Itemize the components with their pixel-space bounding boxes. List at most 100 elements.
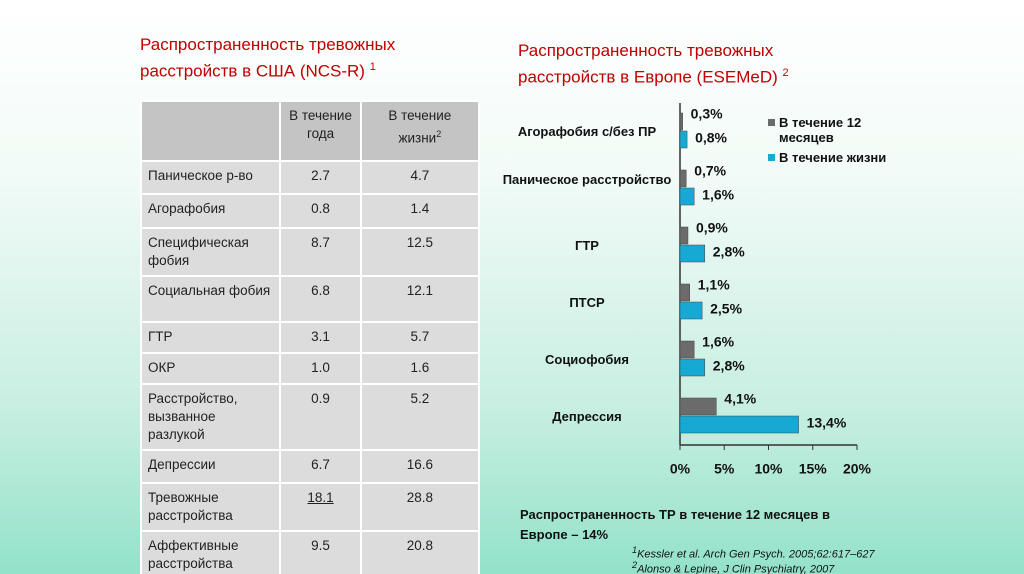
x-tick-label: 10%	[754, 461, 783, 477]
table-row: Специфическая фобия 8.7 12.5	[139, 227, 481, 277]
number-cell: 1.0	[279, 352, 362, 385]
bar	[679, 415, 799, 434]
number-cell: 6.8	[279, 275, 362, 323]
table-header-row: В течение года В течение жизни2	[139, 100, 481, 162]
value-label: 1,6%	[702, 187, 734, 203]
cell-text: ОКР	[148, 360, 176, 375]
footnote: 1Kessler et al. Arch Gen Psych. 2005;62:…	[632, 545, 875, 561]
prevalence-table: В течение года В течение жизни2 Паническое…	[139, 100, 481, 574]
number-cell: 0.8	[279, 193, 362, 229]
value-label: 2,8%	[713, 244, 745, 260]
value-label: 2,8%	[713, 358, 745, 374]
category-label: ГТР	[575, 237, 599, 253]
value-label: 13,4%	[807, 415, 847, 431]
table-row: Агорафобия 0.8 1.4	[139, 193, 481, 229]
cell-text: 9.5	[311, 538, 330, 553]
left-title-sup: 1	[369, 61, 376, 73]
table-row: Тревожные расстройства 18.1 28.8	[139, 482, 481, 532]
table-row: Депрессии 6.7 16.6	[139, 449, 481, 484]
value-label: 0,3%	[691, 106, 723, 122]
bar	[679, 112, 683, 131]
cell-text: 8.7	[311, 235, 330, 250]
x-tick-label: 15%	[799, 461, 828, 477]
cell-text: 6.7	[311, 457, 330, 472]
number-cell: 1.4	[359, 193, 481, 229]
cell-text: 0.9	[311, 391, 330, 406]
number-cell: 12.5	[359, 227, 481, 277]
label-cell: Агорафобия	[139, 193, 282, 229]
header-cell: В течение жизни2	[359, 100, 481, 162]
summary-note: Распространенность ТР в течение 12 месяц…	[520, 507, 830, 542]
cell-text: 3.1	[311, 329, 330, 344]
footnote-text: Alonso & Lepine, J Clin Psychiatry, 2007	[637, 563, 835, 574]
cell-text: Аффективные расстройства	[148, 538, 239, 571]
number-cell: 0.9	[279, 383, 362, 451]
header-cell	[139, 100, 282, 162]
cell-text: 20.8	[406, 538, 433, 553]
cell-text: Агорафобия	[148, 201, 226, 216]
cell-text: 1.4	[410, 201, 430, 216]
cell-text: 5.7	[410, 329, 430, 344]
label-cell: Специфическая фобия	[139, 227, 282, 277]
cell-text: 4.7	[410, 168, 430, 183]
category-label: Паническое расстройство	[502, 171, 672, 187]
bar	[679, 169, 687, 188]
cell-text: 1.6	[410, 360, 430, 375]
bar	[679, 358, 706, 377]
table-row: Аффективные расстройства 9.5 20.8	[139, 530, 481, 574]
number-cell: 1.6	[359, 352, 481, 385]
cell-text: Специфическая фобия	[148, 235, 249, 268]
cell-text: 28.8	[406, 490, 433, 505]
cell-text: 2.7	[311, 168, 330, 183]
legend-label: В течение 12 месяцев	[779, 115, 862, 145]
footnote-sup: 2	[632, 560, 638, 570]
bar	[679, 244, 706, 263]
label-cell: Социальная фобия	[139, 275, 282, 323]
left-title-text: Распространенность тревожных расстройств…	[140, 35, 396, 81]
label-cell: Депрессии	[139, 449, 282, 484]
cell-text: Тревожные расстройства	[148, 490, 233, 523]
cell-text: Паническое р-во	[148, 168, 253, 183]
number-cell: 5.2	[359, 383, 481, 451]
category-label: ПТСР	[569, 294, 605, 310]
table-row: ОКР 1.0 1.6	[139, 352, 481, 385]
cell-text: 0.8	[311, 201, 330, 216]
number-cell: 18.1	[279, 482, 362, 532]
bar	[679, 283, 690, 302]
number-cell: 2.7	[279, 160, 362, 195]
number-cell: 16.6	[359, 449, 481, 484]
number-cell: 8.7	[279, 227, 362, 277]
label-cell: Расстройство, вызванное разлукой	[139, 383, 282, 451]
bar	[679, 397, 717, 416]
bar	[679, 301, 703, 320]
value-label: 0,7%	[694, 163, 726, 179]
table-row: Расстройство, вызванное разлукой 0.9 5.2	[139, 383, 481, 451]
header-sup: 2	[436, 129, 442, 139]
value-label: 2,5%	[710, 301, 742, 317]
category-label: Социофобия	[544, 351, 629, 367]
label-cell: ГТР	[139, 321, 282, 354]
value-label: 4,1%	[724, 391, 756, 407]
footnote-text: Kessler et al. Arch Gen Psych. 2005;62:6…	[637, 548, 875, 561]
legend-swatch	[768, 154, 775, 161]
cell-text: Расстройство, вызванное разлукой	[148, 391, 238, 442]
bar	[679, 130, 688, 149]
label-cell: Паническое р-во	[139, 160, 282, 195]
chart-title-text: Распространенность тревожных расстройств…	[518, 41, 778, 87]
bar	[679, 187, 695, 206]
bar	[679, 340, 695, 359]
cell-text: 18.1	[307, 490, 334, 505]
number-cell: 20.8	[359, 530, 481, 574]
number-cell: 9.5	[279, 530, 362, 574]
number-cell: 12.1	[359, 275, 481, 323]
legend-label: В течение жизни	[779, 150, 887, 165]
cell-text: 1.0	[311, 360, 330, 375]
x-tick-label: 5%	[714, 461, 735, 477]
bar	[679, 226, 689, 245]
value-label: 0,8%	[695, 130, 727, 146]
x-tick-label: 0%	[670, 461, 691, 477]
left-title: Распространенность тревожных расстройств…	[140, 34, 460, 83]
footnote-sup: 1	[632, 545, 638, 555]
